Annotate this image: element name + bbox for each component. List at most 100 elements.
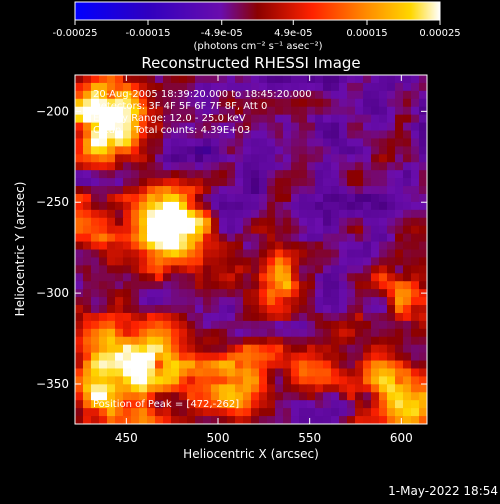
heatmap-cell [147,384,156,393]
heatmap-cell [195,328,204,338]
heatmap-cell [187,249,196,259]
heatmap-cell [355,400,364,409]
heatmap-cell [251,392,260,401]
heatmap-cell [291,98,300,108]
heatmap-cell [275,281,284,290]
heatmap-cell [379,416,388,424]
heatmap-cell [323,392,332,401]
heatmap-cell [75,249,84,259]
heatmap-cell [331,416,340,424]
heatmap-cell [331,289,340,298]
heatmap-cell [123,209,132,219]
heatmap-cell [227,312,236,322]
heatmap-cell [323,209,332,219]
heatmap-cell [107,360,116,370]
heatmap-cell [179,106,188,116]
heatmap-cell [307,408,316,417]
heatmap-cell [179,392,188,401]
heatmap-cell [411,162,420,171]
heatmap-cell [179,225,188,235]
heatmap-cell [307,249,316,259]
heatmap-cell [75,336,84,346]
heatmap-cell [155,75,164,84]
heatmap-cell [91,305,100,314]
heatmap-cell [259,130,268,140]
heatmap-cell [195,233,204,243]
heatmap-cell [99,146,108,155]
heatmap-cell [299,209,308,219]
heatmap-cell [107,368,116,378]
heatmap-cell [387,281,396,290]
annotation-energy-range: Energy Range: 12.0 - 25.0 keV [93,113,246,124]
heatmap-cell [259,225,268,235]
heatmap-cell [99,90,108,100]
heatmap-cell [291,392,300,401]
heatmap-cell [235,154,244,163]
heatmap-cell [227,98,236,108]
heatmap-cell [275,400,284,409]
heatmap-cell [147,408,156,417]
heatmap-cell [91,170,100,179]
heatmap-cell [235,328,244,338]
heatmap-cell [155,297,164,306]
heatmap-cell [107,106,116,116]
heatmap-cell [115,162,124,171]
heatmap-cell [371,193,380,203]
heatmap-cell [371,392,380,401]
heatmap-cell [403,106,412,116]
heatmap-cell [131,146,140,155]
heatmap-cell [123,320,132,330]
heatmap-cell [211,249,220,259]
heatmap-cell [331,233,340,243]
heatmap-cell [155,400,164,409]
heatmap-cell [219,368,228,378]
heatmap-cell [339,241,348,251]
heatmap-cell [99,400,108,409]
heatmap-cell [315,170,324,179]
heatmap-cell [195,241,204,251]
heatmap-cell [139,392,148,401]
heatmap-cell [203,312,212,322]
heatmap-cell [323,297,332,306]
heatmap-cell [267,90,276,100]
heatmap-cell [339,82,348,92]
heatmap-cell [395,289,404,298]
heatmap-cell [171,154,180,163]
heatmap-cell [339,408,348,417]
heatmap-cell [131,154,140,163]
heatmap-cell [275,344,284,354]
heatmap-cell [419,281,427,290]
heatmap-cell [147,281,156,290]
heatmap-cell [163,376,172,385]
heatmap-cell [419,360,427,370]
heatmap-cell [227,106,236,116]
heatmap-cell [163,249,172,259]
heatmap-cell [259,376,268,385]
heatmap-cell [355,186,364,195]
heatmap-cell [331,154,340,163]
heatmap-cell [419,400,427,409]
heatmap-cell [395,368,404,378]
heatmap-cell [299,408,308,417]
heatmap-cell [155,138,164,147]
heatmap-cell [123,400,132,409]
heatmap-cell [363,273,372,282]
heatmap-cell [387,138,396,147]
heatmap-cell [203,138,212,147]
heatmap-cell [107,273,116,282]
heatmap-cell [99,241,108,251]
heatmap-cell [243,297,252,306]
heatmap-cell [171,162,180,171]
heatmap-cell [75,360,84,370]
heatmap-cell [315,416,324,424]
heatmap-cell [363,249,372,259]
heatmap-cell [163,328,172,338]
heatmap-cell [259,114,268,124]
heatmap-cell [355,305,364,314]
heatmap-cell [235,344,244,354]
x-tick-label: 550 [298,431,321,445]
heatmap-cell [387,360,396,370]
heatmap-cell [283,90,292,100]
heatmap-cell [403,217,412,227]
heatmap-cell [147,392,156,401]
